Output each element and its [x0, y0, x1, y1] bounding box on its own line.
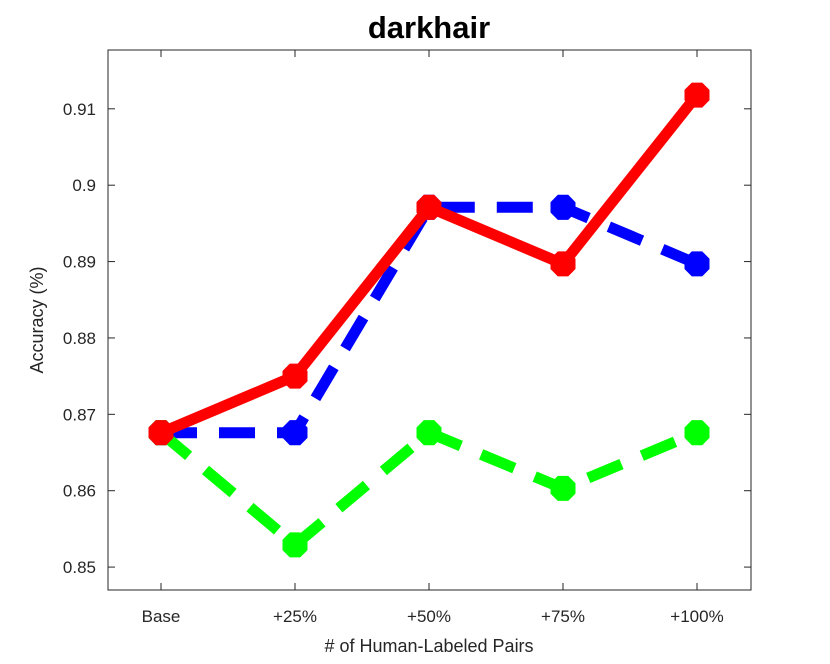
- x-axis-label: # of Human-Labeled Pairs: [324, 636, 533, 656]
- plot-area-frame: [107, 49, 752, 591]
- y-tick-label: 0.91: [63, 100, 96, 119]
- x-tick-label: +25%: [273, 607, 317, 626]
- data-point: [148, 420, 174, 446]
- y-tick-label: 0.89: [63, 253, 96, 272]
- chart-title: darkhair: [368, 10, 490, 45]
- series-layer: [148, 82, 710, 558]
- x-tick-label: +75%: [541, 607, 585, 626]
- y-tick-label: 0.87: [63, 405, 96, 424]
- y-axis-label: Accuracy (%): [27, 266, 47, 373]
- data-point: [684, 251, 710, 277]
- data-point: [282, 363, 308, 389]
- series-2: [148, 82, 710, 446]
- series-1: [148, 420, 710, 558]
- data-point: [550, 251, 576, 277]
- data-point: [550, 475, 576, 501]
- series-line: [161, 201, 700, 439]
- series-line: [157, 427, 700, 551]
- series-line: [158, 91, 702, 438]
- data-point: [282, 532, 308, 558]
- x-tick-label: +50%: [407, 607, 451, 626]
- data-point: [282, 420, 308, 446]
- y-tick-label: 0.88: [63, 329, 96, 348]
- x-tick-label: Base: [142, 607, 181, 626]
- data-point: [550, 194, 576, 220]
- x-tick-label: +100%: [670, 607, 723, 626]
- y-tick-label: 0.9: [72, 176, 96, 195]
- data-point: [416, 194, 442, 220]
- data-point: [416, 420, 442, 446]
- data-point: [684, 82, 710, 108]
- data-point: [684, 420, 710, 446]
- ticks-layer: Base +25% +50% +75% +100% 0.85 0.86 0.87 0.88 0.8…: [63, 50, 751, 626]
- y-tick-label: 0.85: [63, 558, 96, 577]
- y-tick-label: 0.86: [63, 482, 96, 501]
